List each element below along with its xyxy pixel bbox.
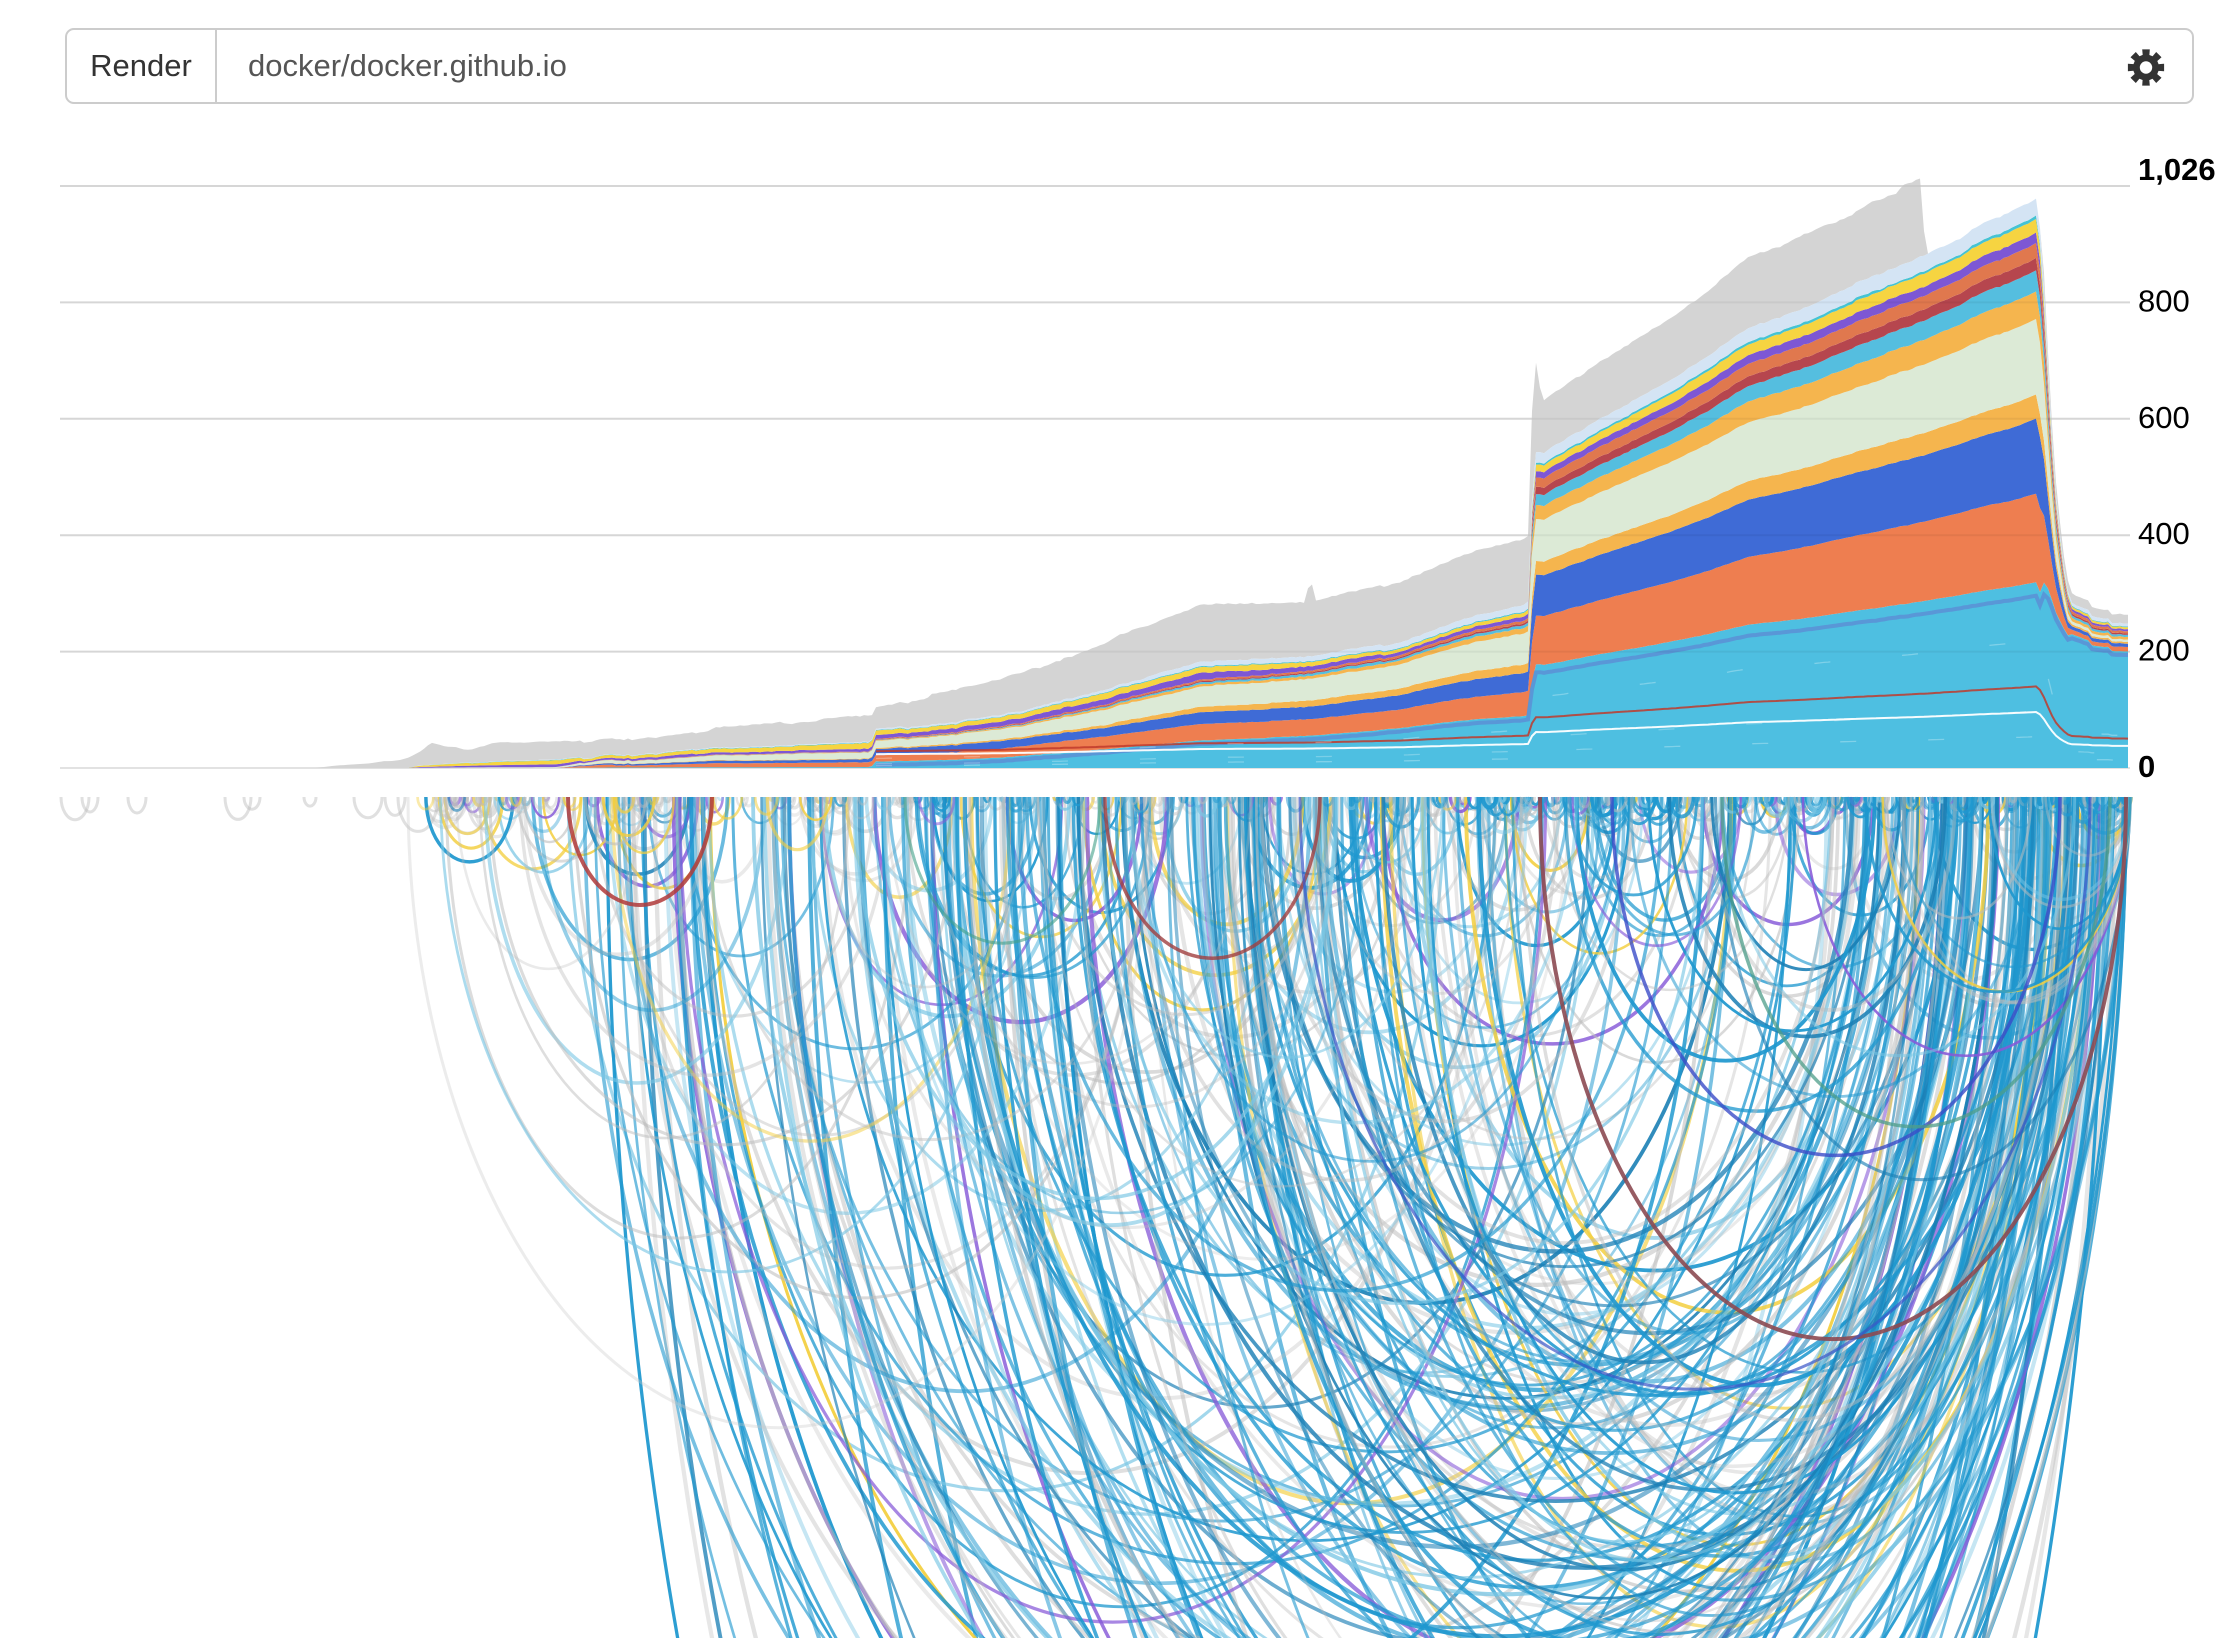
svg-text:0: 0 xyxy=(2138,749,2155,784)
svg-text:200: 200 xyxy=(2138,633,2190,668)
svg-text:800: 800 xyxy=(2138,283,2190,318)
svg-text:600: 600 xyxy=(2138,400,2190,435)
svg-text:1,026: 1,026 xyxy=(2138,152,2216,187)
svg-text:400: 400 xyxy=(2138,516,2190,551)
